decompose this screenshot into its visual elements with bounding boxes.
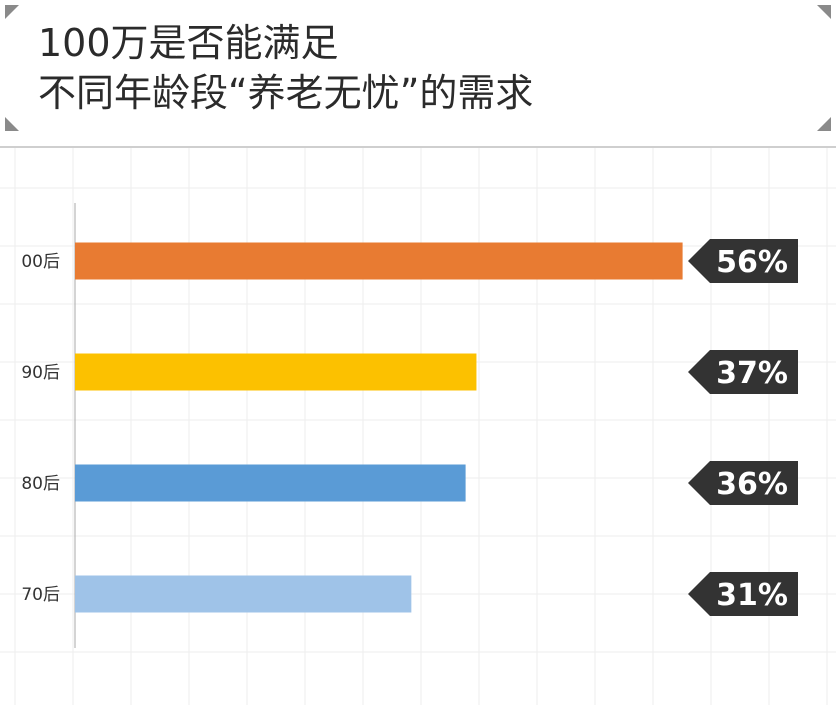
bar <box>75 575 412 613</box>
bars: 00后 56% 90后 37% 80后 36% 70后 31% <box>21 239 798 616</box>
corner-mark <box>817 5 831 19</box>
category-label: 70后 <box>21 585 60 605</box>
bar <box>75 353 477 391</box>
category-label: 80后 <box>21 474 60 494</box>
title-header: 100万是否能满足 不同年龄段“养老无忧”的需求 <box>0 0 836 148</box>
value-label: 36% <box>716 467 788 502</box>
category-label: 90后 <box>21 363 60 383</box>
value-label: 56% <box>716 245 788 280</box>
bar-chart: 00后 56% 90后 37% 80后 36% 70后 31% <box>0 148 836 705</box>
value-tag <box>688 350 798 394</box>
value-label: 37% <box>716 356 788 391</box>
value-label: 31% <box>716 578 788 613</box>
chart-title: 100万是否能满足 不同年龄段“养老无忧”的需求 <box>38 18 533 118</box>
value-tag <box>688 239 798 283</box>
value-tag <box>688 572 798 616</box>
bar <box>75 242 683 280</box>
category-label: 00后 <box>21 252 60 272</box>
bar <box>75 464 466 502</box>
corner-mark <box>5 5 19 19</box>
chart-title-line-1: 100万是否能满足 <box>38 21 339 65</box>
grid <box>0 148 836 705</box>
corner-mark <box>817 117 831 131</box>
value-tag <box>688 461 798 505</box>
chart-title-line-2: 不同年龄段“养老无忧”的需求 <box>38 71 534 115</box>
corner-mark <box>5 117 19 131</box>
